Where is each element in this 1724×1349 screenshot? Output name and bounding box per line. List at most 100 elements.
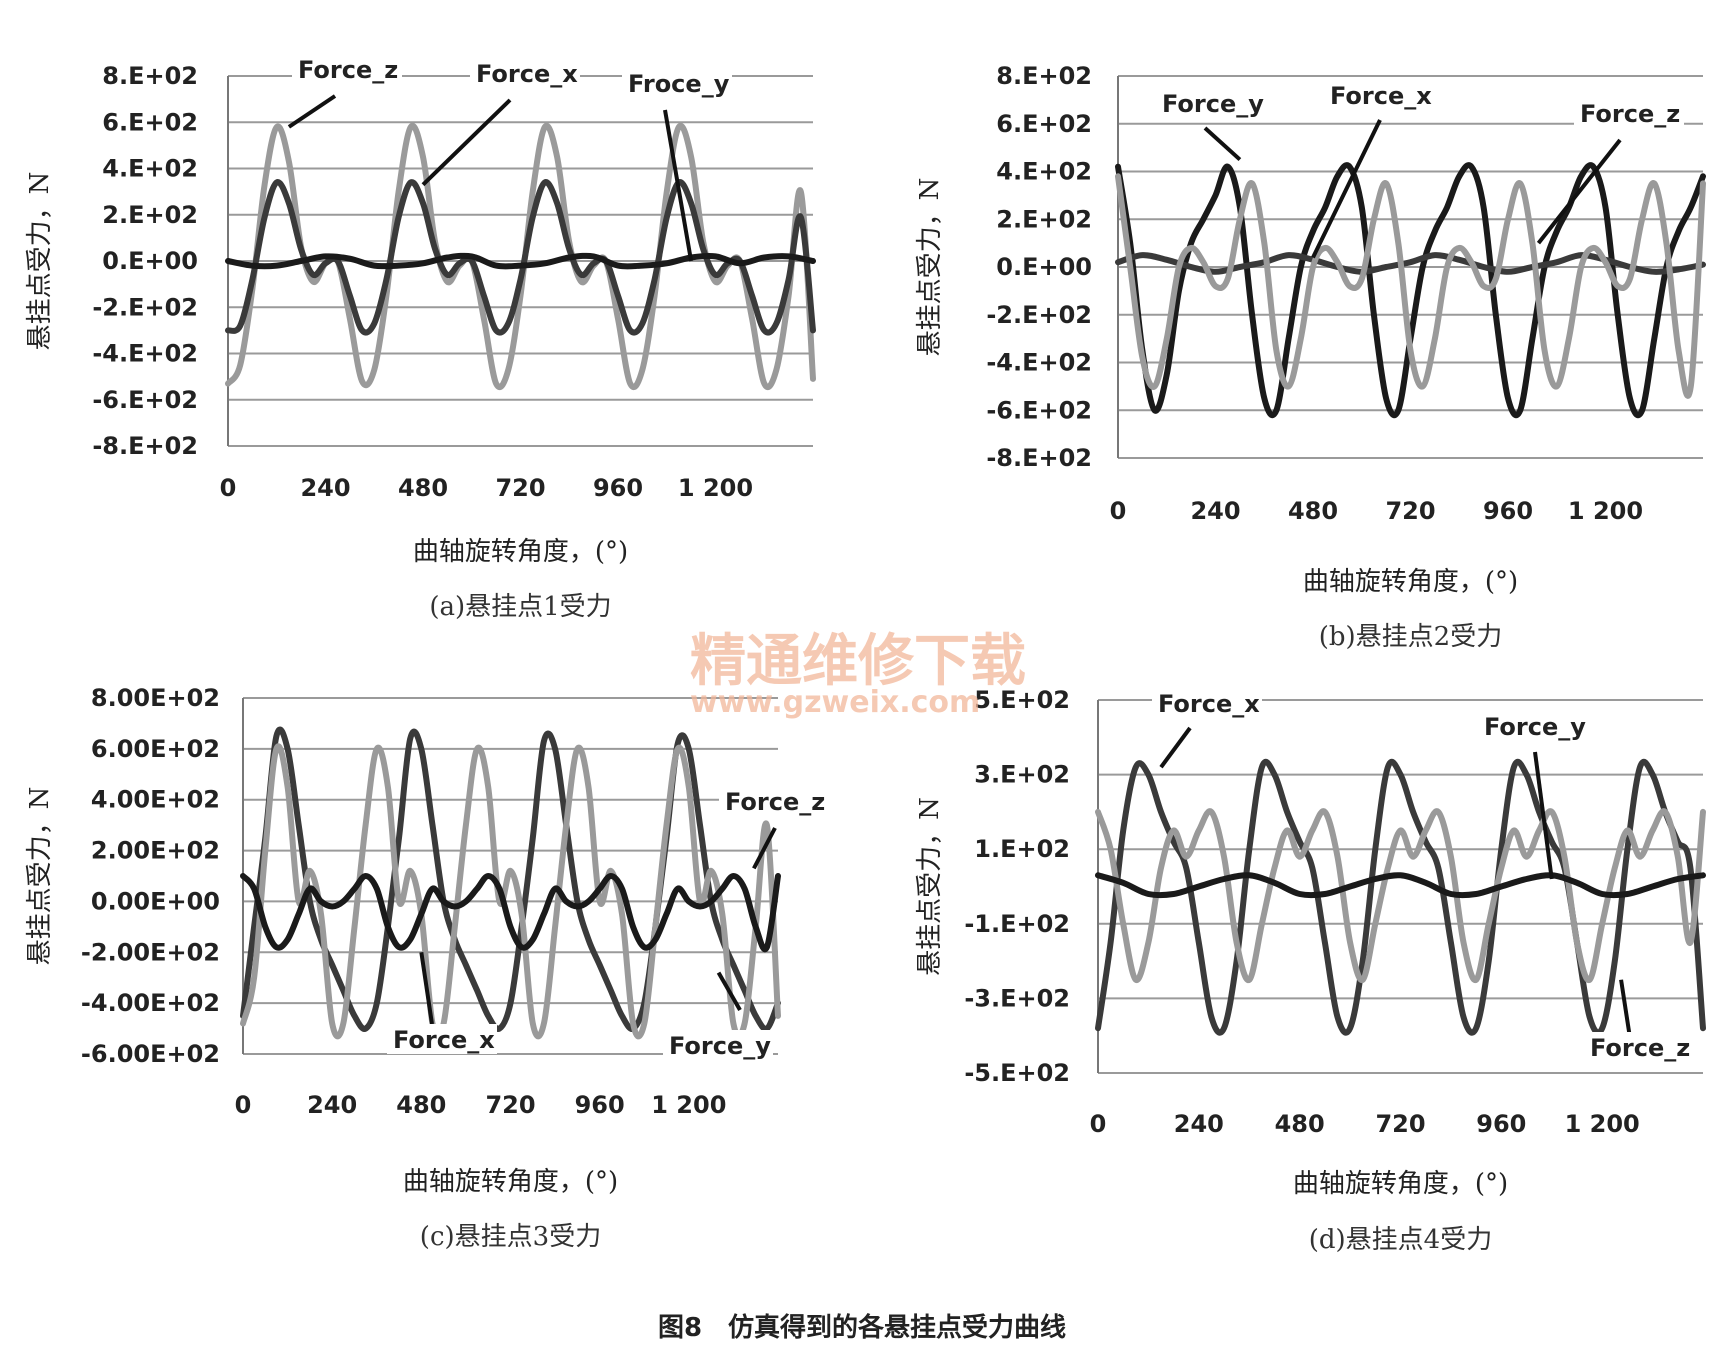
leader-line — [1533, 751, 1554, 880]
series-label: Froce_y — [628, 70, 730, 98]
x-tick-label: 720 — [485, 1091, 535, 1119]
y-tick-label: -4.E+02 — [92, 340, 198, 368]
series-line-force-y — [240, 873, 781, 953]
chart-panel-4: -5.E+02 -3.E+02 -1.E+02 1.E+02 3.E+02 5.E+02 0… — [915, 686, 1706, 1255]
series-label: Force_z — [298, 56, 398, 84]
watermark-url: www.gzweix.com — [690, 685, 980, 720]
series-label: Force_x — [476, 60, 578, 88]
y-tick-label: 3.E+02 — [974, 761, 1070, 789]
figure-caption: 图8 仿真得到的各悬挂点受力曲线 — [658, 1312, 1066, 1343]
label-background — [470, 58, 580, 88]
label-background — [622, 68, 732, 98]
x-tick-label: 1 200 — [651, 1091, 726, 1119]
x-tick-label: 480 — [396, 1091, 446, 1119]
y-tick-label: -2.00E+02 — [81, 938, 220, 966]
x-tick-label: 240 — [300, 474, 350, 502]
series-line-force-y — [1115, 162, 1706, 419]
series-line-force-z — [1115, 173, 1706, 399]
y-tick-label: 8.00E+02 — [91, 684, 220, 712]
y-tick-label: -4.00E+02 — [81, 989, 220, 1017]
leader-line — [752, 827, 777, 870]
series-label: Force_y — [669, 1032, 771, 1060]
leader-line — [1159, 726, 1192, 769]
series-label: Force_x — [393, 1026, 495, 1054]
y-tick-label: 1.E+02 — [974, 835, 1070, 863]
y-axis-label: 悬挂点受力，N — [25, 787, 55, 966]
x-axis-label: 曲轴旋转角度，(°) — [413, 537, 628, 567]
x-tick-label: 960 — [575, 1091, 625, 1119]
y-tick-label: -2.E+02 — [92, 293, 198, 321]
chart-panel-2: -8.E+02 -6.E+02 -4.E+02 -2.E+02 0.E+00 2.E+02… — [915, 62, 1706, 652]
chart-panel-3: -6.00E+02 -4.00E+02 -2.00E+02 0.00E+00 2.00E… — [25, 684, 829, 1252]
leader-line — [716, 971, 742, 1011]
series-label: Force_y — [1162, 90, 1264, 118]
x-tick-label: 720 — [1385, 497, 1435, 525]
y-axis-label: 悬挂点受力，N — [915, 178, 945, 357]
y-tick-label: 2.00E+02 — [91, 837, 220, 865]
label-background — [1156, 88, 1266, 118]
panel-caption: (b)悬挂点2受力 — [1319, 622, 1502, 652]
x-tick-label: 960 — [1483, 497, 1533, 525]
label-background — [1584, 1032, 1694, 1062]
leader-line — [421, 98, 512, 187]
leader-line — [1536, 138, 1622, 245]
x-tick-label: 960 — [593, 474, 643, 502]
y-tick-label: 2.E+02 — [996, 205, 1092, 233]
y-tick-label: 4.E+02 — [996, 158, 1092, 186]
x-axis-label: 曲轴旋转角度，(°) — [403, 1167, 618, 1197]
y-tick-label: 0.E+00 — [102, 247, 198, 275]
x-axis-label: 曲轴旋转角度，(°) — [1303, 567, 1518, 597]
series-line-force-x — [225, 179, 816, 336]
x-tick-label: 240 — [1174, 1110, 1224, 1138]
x-tick-label: 1 200 — [678, 474, 753, 502]
y-tick-label: -4.E+02 — [986, 349, 1092, 377]
series-line-force-z — [240, 743, 781, 1040]
label-background — [1324, 80, 1434, 110]
y-tick-label: 5.E+02 — [974, 686, 1070, 714]
x-tick-label: 0 — [235, 1091, 252, 1119]
x-tick-label: 480 — [1275, 1110, 1325, 1138]
y-tick-label: 0.00E+00 — [91, 887, 220, 915]
y-tick-label: 6.E+02 — [996, 110, 1092, 138]
y-axis-label: 悬挂点受力，N — [915, 797, 945, 976]
y-tick-label: -1.E+02 — [964, 910, 1070, 938]
leader-line — [663, 109, 694, 262]
y-tick-label: -2.E+02 — [986, 301, 1092, 329]
panel-caption: (a)悬挂点1受力 — [429, 592, 611, 622]
x-tick-label: 240 — [1190, 497, 1240, 525]
x-tick-label: 0 — [220, 474, 237, 502]
y-tick-label: -5.E+02 — [964, 1059, 1070, 1087]
label-background — [663, 1030, 773, 1060]
x-tick-label: 0 — [1110, 497, 1127, 525]
leader-line — [1619, 979, 1632, 1039]
x-tick-label: 1 200 — [1565, 1110, 1640, 1138]
leader-line — [1311, 119, 1382, 259]
y-axis-label: 悬挂点受力，N — [25, 172, 55, 351]
label-background — [1152, 688, 1262, 718]
x-tick-label: 1 200 — [1568, 497, 1643, 525]
y-tick-label: -8.E+02 — [986, 444, 1092, 472]
series-label: Force_z — [725, 788, 825, 816]
x-tick-label: 480 — [1288, 497, 1338, 525]
x-tick-label: 240 — [307, 1091, 357, 1119]
y-tick-label: 8.E+02 — [996, 62, 1092, 90]
series-label: Force_z — [1590, 1034, 1690, 1062]
panel-caption: (c)悬挂点3受力 — [420, 1222, 601, 1252]
label-background — [1574, 98, 1684, 128]
chart-panel-1: -8.E+02 -6.E+02 -4.E+02 -2.E+02 0.E+00 2.E+02… — [25, 54, 816, 622]
y-tick-label: 4.E+02 — [102, 155, 198, 183]
x-tick-label: 720 — [495, 474, 545, 502]
label-background — [1478, 711, 1588, 741]
y-tick-label: -6.00E+02 — [81, 1040, 220, 1068]
x-tick-label: 480 — [398, 474, 448, 502]
y-tick-label: -8.E+02 — [92, 432, 198, 460]
label-background — [719, 786, 829, 816]
label-background — [387, 1024, 497, 1054]
y-tick-label: -6.E+02 — [986, 396, 1092, 424]
x-axis-label: 曲轴旋转角度，(°) — [1293, 1169, 1508, 1199]
label-background — [292, 54, 402, 84]
series-label: Force_z — [1580, 100, 1680, 128]
leader-line — [419, 951, 434, 1025]
y-tick-label: 6.00E+02 — [91, 735, 220, 763]
